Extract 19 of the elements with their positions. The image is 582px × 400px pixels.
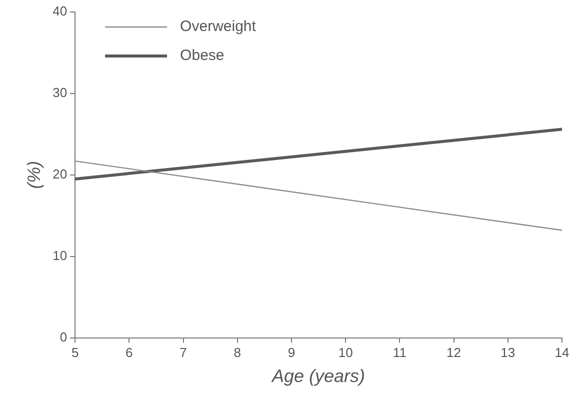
x-tick-label: 12 [446, 345, 462, 360]
x-tick-label: 8 [234, 345, 241, 360]
y-tick-label: 0 [60, 329, 68, 344]
x-tick-label: 14 [554, 345, 570, 360]
y-tick-label: 20 [52, 166, 68, 182]
x-tick-label: 5 [71, 345, 79, 360]
legend-label: Obese [180, 47, 224, 64]
legend-label: Overweight [180, 18, 257, 36]
x-tick-label: 7 [180, 345, 187, 360]
x-axis-title: Age (years) [271, 366, 366, 386]
y-axis-title: (%) [24, 160, 44, 189]
x-tick-label: 13 [500, 345, 516, 360]
x-tick-label: 6 [126, 345, 133, 360]
y-tick-label: 40 [52, 4, 68, 19]
y-tick-label: 10 [52, 248, 68, 263]
x-tick-label: 10 [338, 345, 353, 360]
x-tick-label: 9 [288, 345, 296, 360]
y-tick-label: 30 [52, 85, 68, 100]
x-tick-label: 11 [392, 345, 406, 360]
